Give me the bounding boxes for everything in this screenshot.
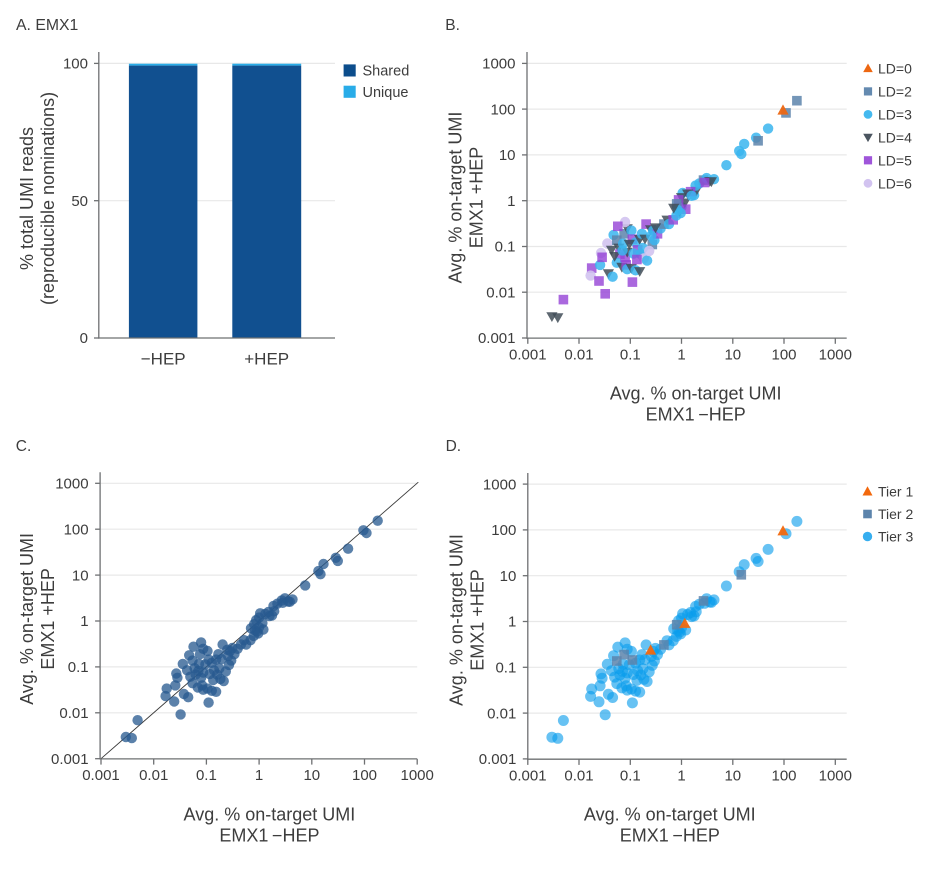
svg-text:−HEP: −HEP	[141, 350, 186, 369]
svg-text:1: 1	[255, 767, 263, 784]
svg-text:EMX1 −HEP: EMX1 −HEP	[219, 825, 319, 845]
svg-text:Tier 3: Tier 3	[878, 529, 913, 545]
svg-text:Avg. % on-target UMI: Avg. % on-target UMI	[184, 805, 356, 825]
svg-text:0.01: 0.01	[486, 284, 515, 301]
svg-text:LD=4: LD=4	[878, 129, 912, 145]
svg-text:1000: 1000	[55, 476, 88, 493]
svg-text:100: 100	[491, 522, 516, 539]
svg-text:1000: 1000	[401, 767, 434, 784]
svg-text:100: 100	[64, 521, 89, 538]
svg-text:A. EMX1: A. EMX1	[16, 17, 79, 34]
svg-text:LD=0: LD=0	[878, 60, 912, 76]
svg-text:% total UMI reads(reproducible: % total UMI reads(reproducible nominatio…	[17, 92, 58, 305]
svg-text:1: 1	[508, 614, 516, 631]
svg-text:100: 100	[352, 767, 377, 784]
svg-text:Unique: Unique	[363, 85, 409, 101]
svg-text:Avg. % on-target UMIEMX1 +HEP: Avg. % on-target UMIEMX1 +HEP	[445, 112, 486, 284]
svg-text:0.01: 0.01	[564, 346, 593, 363]
svg-text:LD=3: LD=3	[878, 106, 912, 122]
svg-text:1000: 1000	[482, 56, 515, 73]
svg-text:10: 10	[303, 767, 320, 784]
svg-text:0.001: 0.001	[478, 330, 516, 347]
svg-text:Avg. % on-target UMI: Avg. % on-target UMI	[610, 384, 782, 404]
svg-text:1000: 1000	[819, 346, 852, 363]
svg-text:1: 1	[677, 346, 685, 363]
svg-text:0.01: 0.01	[139, 767, 168, 784]
svg-text:0.1: 0.1	[495, 239, 516, 256]
svg-text:LD=2: LD=2	[878, 83, 912, 99]
svg-text:EMX1 −HEP: EMX1 −HEP	[620, 825, 720, 845]
svg-text:B.: B.	[445, 17, 460, 34]
svg-text:LD=5: LD=5	[878, 152, 912, 168]
svg-text:Tier 1: Tier 1	[878, 484, 913, 500]
svg-text:100: 100	[63, 56, 88, 73]
svg-text:C.: C.	[16, 438, 31, 455]
svg-text:D.: D.	[446, 438, 462, 455]
svg-text:10: 10	[72, 567, 89, 584]
svg-text:LD=6: LD=6	[878, 175, 912, 191]
svg-text:0.1: 0.1	[620, 346, 641, 363]
svg-text:0.1: 0.1	[68, 659, 89, 676]
svg-text:0.01: 0.01	[59, 705, 88, 722]
svg-text:0.001: 0.001	[82, 767, 120, 784]
svg-text:Avg. % on-target UMI: Avg. % on-target UMI	[584, 805, 756, 825]
svg-text:10: 10	[724, 346, 741, 363]
svg-text:0.001: 0.001	[51, 751, 89, 768]
svg-text:0.1: 0.1	[620, 768, 641, 785]
svg-text:1: 1	[80, 613, 88, 630]
svg-text:0: 0	[80, 330, 88, 347]
svg-text:100: 100	[771, 768, 796, 785]
svg-text:100: 100	[771, 346, 796, 363]
svg-text:0.001: 0.001	[509, 768, 547, 785]
svg-text:0.001: 0.001	[509, 346, 547, 363]
svg-text:1000: 1000	[819, 768, 852, 785]
svg-text:10: 10	[499, 147, 516, 164]
svg-text:EMX1 −HEP: EMX1 −HEP	[646, 405, 746, 425]
svg-text:1000: 1000	[483, 476, 516, 493]
svg-text:Shared: Shared	[363, 64, 410, 80]
svg-text:0.01: 0.01	[487, 705, 516, 722]
svg-text:Avg. % on-target UMIEMX1 +HEP: Avg. % on-target UMIEMX1 +HEP	[17, 533, 58, 705]
svg-text:+HEP: +HEP	[244, 350, 289, 369]
svg-text:10: 10	[500, 568, 517, 585]
svg-text:1: 1	[677, 768, 685, 785]
svg-text:10: 10	[724, 768, 741, 785]
svg-text:50: 50	[71, 193, 88, 210]
svg-text:1: 1	[507, 193, 515, 210]
svg-text:0.001: 0.001	[479, 751, 517, 768]
svg-text:0.1: 0.1	[196, 767, 217, 784]
svg-text:0.1: 0.1	[495, 660, 516, 677]
svg-text:100: 100	[490, 101, 515, 118]
svg-text:Avg. % on-target UMIEMX1 +HEP: Avg. % on-target UMIEMX1 +HEP	[447, 534, 488, 706]
svg-text:Tier 2: Tier 2	[878, 506, 913, 522]
svg-text:0.01: 0.01	[564, 768, 593, 785]
